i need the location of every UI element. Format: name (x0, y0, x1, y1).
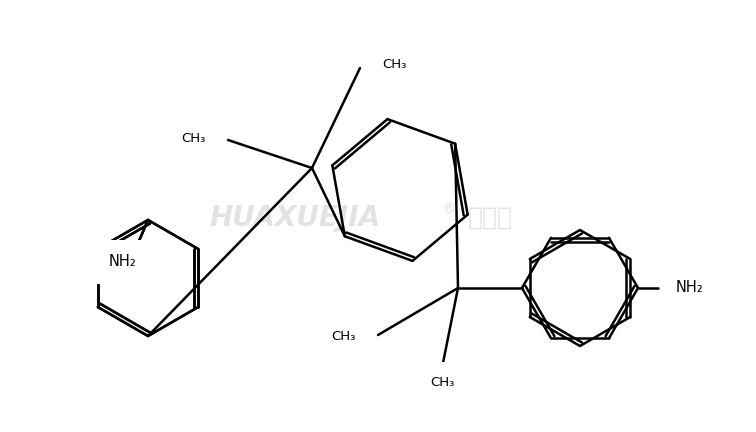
Text: NH₂: NH₂ (108, 254, 136, 270)
Text: 化学加: 化学加 (467, 206, 513, 230)
Text: NH₂: NH₂ (108, 254, 136, 270)
Text: CH₃: CH₃ (181, 131, 206, 144)
Text: CH₃: CH₃ (430, 375, 454, 388)
Text: HUAXUEJIA: HUAXUEJIA (209, 204, 380, 232)
Text: NH₂: NH₂ (676, 280, 704, 295)
Text: ®: ® (441, 203, 455, 217)
Text: CH₃: CH₃ (382, 57, 407, 70)
Text: CH₃: CH₃ (332, 330, 356, 343)
